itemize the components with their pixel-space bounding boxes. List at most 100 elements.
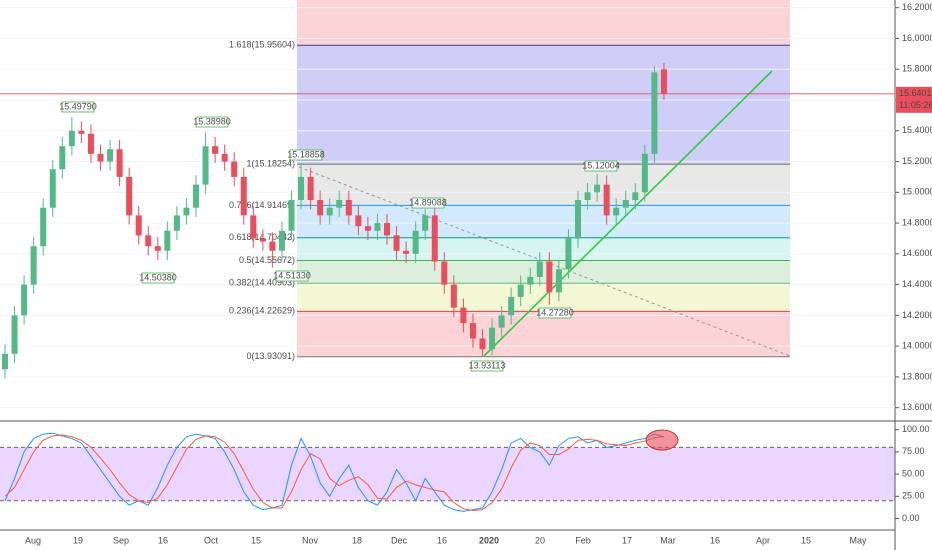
x-tick-label: 20 <box>535 535 545 545</box>
oscillator-line <box>4 432 665 512</box>
oscillator-line <box>4 434 664 512</box>
pivot-box <box>289 149 323 161</box>
candle-body <box>307 176 314 200</box>
fib-label: 1(15.18254) <box>246 159 295 169</box>
y-tick-label: 15.00000 <box>902 187 932 197</box>
candle-body <box>536 261 543 277</box>
candle-body <box>288 200 295 231</box>
candle-body <box>183 207 190 216</box>
candle-body <box>393 235 400 251</box>
fib-zone <box>297 311 790 357</box>
candle-body <box>164 230 171 251</box>
last-price-label: 15.64010 <box>899 88 932 98</box>
x-tick-label: 15 <box>801 535 811 545</box>
y-tick-label: 14.00000 <box>902 341 932 351</box>
candle-body <box>317 200 324 216</box>
fib-label: 1.618(15.95604) <box>229 40 295 50</box>
x-tick-label: 17 <box>622 535 632 545</box>
x-tick-label: 16 <box>158 535 168 545</box>
candle-body <box>336 200 343 208</box>
fib-label: 0.236(14.22629) <box>229 306 295 316</box>
trend-line <box>483 70 773 357</box>
candle-body <box>298 176 305 200</box>
candle-body <box>107 149 114 162</box>
y-tick-label: 15.80000 <box>902 64 932 74</box>
candle-body <box>450 284 457 308</box>
candle-body <box>508 296 515 316</box>
candle-body <box>78 130 85 134</box>
candle-body <box>641 153 648 193</box>
candle-body <box>498 315 505 328</box>
pivot-box <box>61 101 95 113</box>
x-tick-label: Oct <box>204 535 219 545</box>
x-tick-label: 15 <box>251 535 261 545</box>
time-label: 11:05:26 <box>899 100 932 110</box>
candle-body <box>212 146 219 154</box>
candle-body <box>231 161 238 177</box>
candle-body <box>345 200 352 216</box>
candle-body <box>87 133 94 154</box>
fib-zone <box>297 205 790 238</box>
y-tick-label: 13.80000 <box>902 371 932 381</box>
x-tick-label: 2020 <box>479 535 499 545</box>
y-tick-label: 50.00 <box>902 468 925 478</box>
candle-body <box>575 200 581 239</box>
candle-body <box>202 146 209 185</box>
x-tick-label: Aug <box>25 535 41 545</box>
x-tick-label: Mar <box>660 535 676 545</box>
x-tick-label: Nov <box>302 535 319 545</box>
candle-body <box>240 176 247 216</box>
pivot-label: 14.27280 <box>536 307 574 317</box>
fib-label: 0(13.93091) <box>246 351 295 361</box>
y-tick-label: 0.00 <box>902 513 920 523</box>
fib-label: 0.5(14.55672) <box>239 255 295 265</box>
candle-body <box>403 250 410 254</box>
fib-zone <box>297 237 790 261</box>
candle-body <box>594 184 601 193</box>
candle-body <box>49 169 56 208</box>
pivot-label: 14.51330 <box>273 270 311 280</box>
fib-zone <box>297 260 790 284</box>
candle-body <box>250 215 257 239</box>
x-tick-label: 16 <box>437 535 447 545</box>
candle-body <box>613 207 620 216</box>
candle-body <box>555 269 562 293</box>
candle-body <box>660 69 667 94</box>
x-tick-label: Apr <box>756 535 770 545</box>
candle-body <box>116 149 123 177</box>
pivot-box <box>538 307 572 319</box>
pivot-label: 15.12004 <box>582 160 620 170</box>
candle-body <box>469 323 476 339</box>
pivot-label: 15.38980 <box>193 116 231 126</box>
pivot-box <box>141 272 175 284</box>
candle-body <box>384 223 390 236</box>
pivot-box <box>195 116 229 128</box>
candle-body <box>479 338 486 350</box>
highlight-circle <box>645 429 679 451</box>
y-tick-label: 14.60000 <box>902 248 932 258</box>
candle-body <box>30 246 37 285</box>
candle-body <box>173 215 180 231</box>
pivot-label: 13.93113 <box>469 360 506 370</box>
x-tick-label: Dec <box>391 535 408 545</box>
y-tick-label: 16.20000 <box>902 2 932 12</box>
y-tick-label: 75.00 <box>902 446 925 456</box>
candle-body <box>374 223 381 231</box>
candle-body <box>59 146 66 170</box>
y-tick-label: 100.00 <box>902 424 930 434</box>
x-tick-label: Sep <box>113 535 129 545</box>
candle-body <box>97 153 104 162</box>
y-tick-label: 25.00 <box>902 491 925 501</box>
y-tick-label: 14.20000 <box>902 310 932 320</box>
pivot-label: 14.89088 <box>409 197 447 207</box>
candle-body <box>40 207 47 247</box>
candle-body <box>517 284 524 297</box>
candle-body <box>135 215 142 236</box>
x-tick-label: 19 <box>73 535 83 545</box>
candle-body <box>431 215 438 262</box>
candle-body <box>651 72 658 154</box>
candle-body <box>412 230 419 254</box>
candle-body <box>364 226 371 231</box>
y-tick-label: 15.20000 <box>902 156 932 166</box>
